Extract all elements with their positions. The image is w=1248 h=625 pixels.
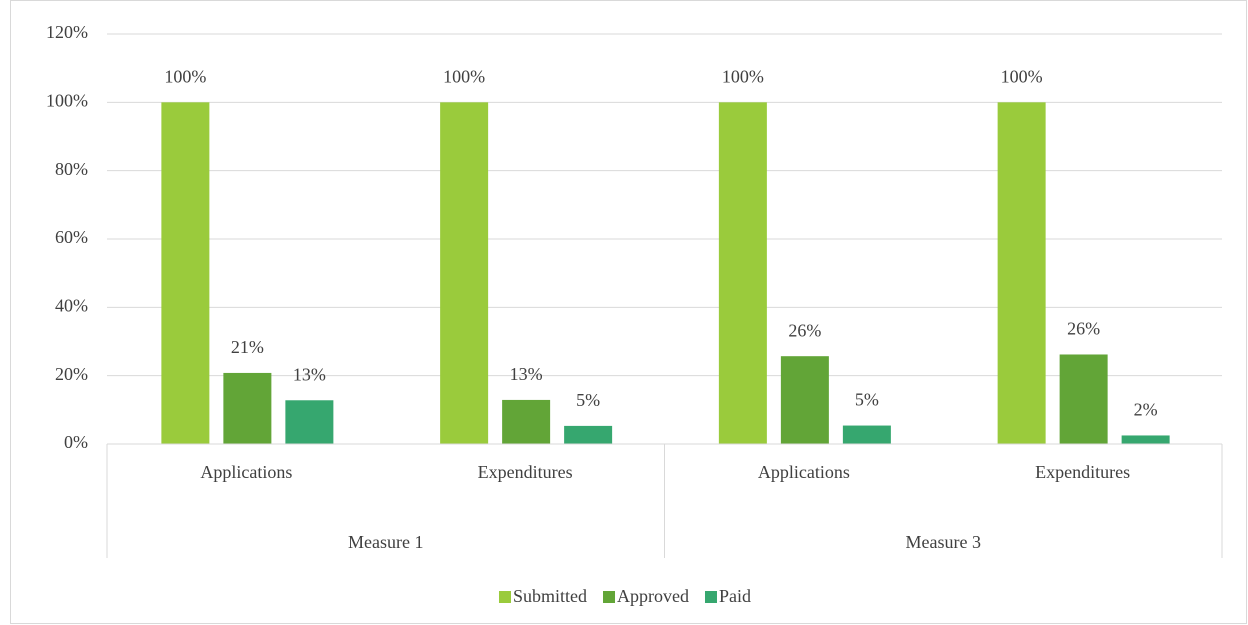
data-label: 100%	[1001, 66, 1043, 86]
legend-swatch	[603, 591, 616, 603]
bar	[997, 102, 1046, 444]
group-label: Measure 3	[906, 532, 981, 552]
bar	[564, 425, 613, 444]
bar	[223, 372, 272, 444]
legend-swatch	[498, 591, 511, 603]
data-label: 100%	[443, 66, 485, 86]
data-label: 100%	[164, 66, 206, 86]
bar	[161, 102, 210, 444]
group-label: Measure 1	[348, 532, 423, 552]
legend-label: Approved	[617, 586, 689, 606]
data-label: 5%	[576, 390, 600, 410]
x-tick-label: Expenditures	[1035, 462, 1130, 482]
y-tick-label: 100%	[46, 90, 88, 110]
legend-swatch	[704, 591, 717, 603]
bar	[440, 102, 489, 444]
y-tick-label: 80%	[55, 159, 88, 179]
y-tick-label: 40%	[55, 295, 88, 315]
data-label: 21%	[231, 337, 264, 357]
bar	[718, 102, 767, 444]
x-tick-label: Expenditures	[478, 462, 573, 482]
bar	[285, 400, 334, 444]
data-label: 13%	[293, 364, 326, 384]
y-tick-label: 120%	[46, 22, 88, 42]
data-label: 13%	[510, 364, 543, 384]
bar	[1121, 435, 1170, 444]
x-tick-label: Applications	[200, 462, 292, 482]
data-label: 26%	[1067, 319, 1100, 339]
data-label: 100%	[722, 66, 764, 86]
bar	[502, 399, 551, 444]
data-label: 2%	[1134, 400, 1158, 420]
bar	[780, 356, 829, 444]
bar	[842, 425, 891, 444]
y-tick-label: 0%	[64, 432, 88, 452]
legend-label: Paid	[719, 586, 751, 606]
data-label: 26%	[788, 320, 821, 340]
bar	[1059, 354, 1108, 444]
y-tick-label: 20%	[55, 364, 88, 384]
y-tick-label: 60%	[55, 227, 88, 247]
legend-label: Submitted	[513, 586, 587, 606]
x-tick-label: Applications	[758, 462, 850, 482]
data-label: 5%	[855, 390, 879, 410]
